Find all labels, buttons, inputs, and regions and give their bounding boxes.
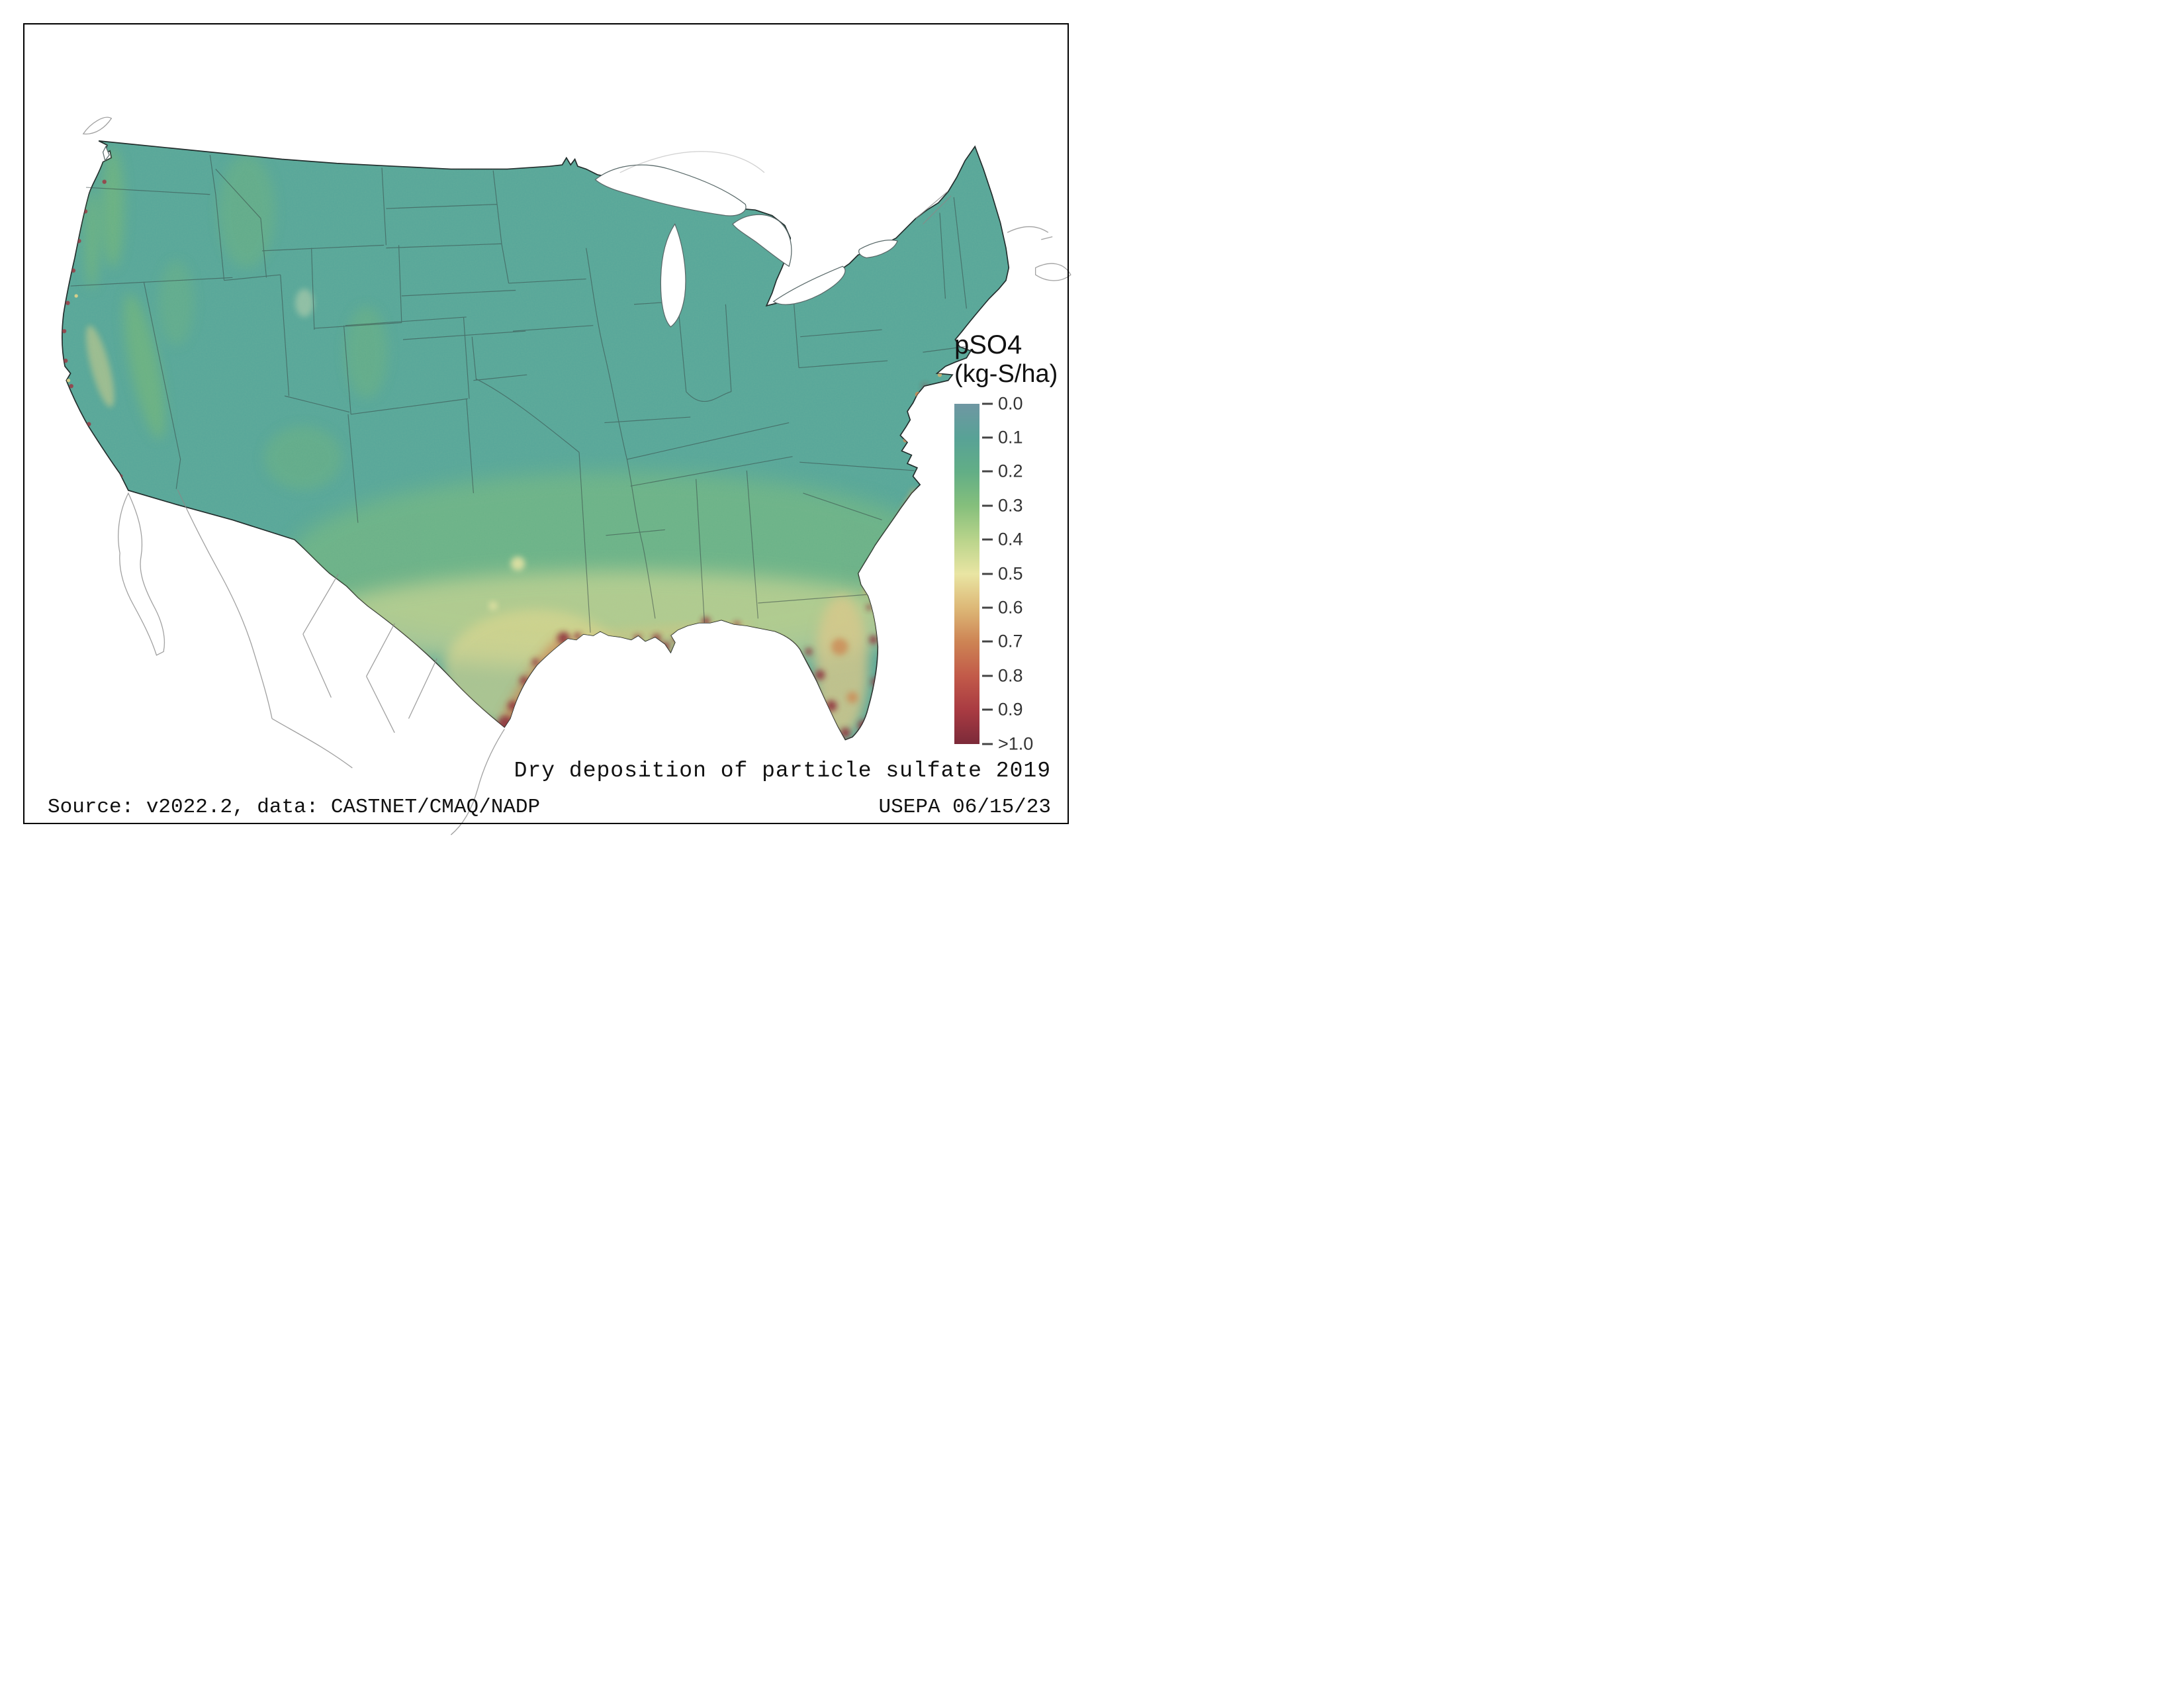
lake-michigan <box>660 223 686 328</box>
legend-units: (kg-S/ha) <box>954 360 1058 388</box>
tick-label: 0.7 <box>998 631 1023 651</box>
mexico-state-lines <box>271 574 437 769</box>
tick-dash <box>982 504 993 507</box>
st-lawrence-river <box>915 191 952 224</box>
legend-tick: 0.3 <box>982 495 1023 516</box>
tick-label: 0.5 <box>998 563 1023 584</box>
tick-dash <box>982 606 993 609</box>
tick-label: 0.6 <box>998 597 1023 618</box>
legend: pSO4 (kg-S/ha) 0.0 0.1 0.2 0.3 0.4 0.5 0… <box>954 330 1058 753</box>
legend-tick: 0.2 <box>982 461 1023 482</box>
deposition-overlays <box>62 140 1009 740</box>
maritimes-outline <box>1007 226 1071 281</box>
puget-sound <box>102 145 110 162</box>
tick-dash <box>982 470 993 473</box>
tick-label: >1.0 <box>998 733 1034 754</box>
tick-dash <box>982 708 993 711</box>
mexico-mainland-coast <box>177 489 273 719</box>
lake-ontario <box>858 240 898 259</box>
legend-tick: 0.8 <box>982 665 1023 686</box>
tick-label: 0.0 <box>998 393 1023 414</box>
tick-label: 0.9 <box>998 699 1023 720</box>
credit-line: USEPA 06/15/23 <box>878 796 1051 819</box>
tick-dash <box>982 640 993 643</box>
tick-dash <box>982 402 993 405</box>
tick-dash <box>982 743 993 745</box>
tick-label: 0.8 <box>998 665 1023 686</box>
tick-label: 0.2 <box>998 461 1023 481</box>
legend-tick: >1.0 <box>982 733 1033 754</box>
tick-dash <box>982 538 993 541</box>
lake-superior <box>594 164 747 216</box>
legend-tick: 0.0 <box>982 393 1023 414</box>
legend-title: pSO4 <box>954 330 1023 359</box>
great-lakes <box>102 145 898 328</box>
us-deposition-map <box>61 117 1071 835</box>
mexico-gulf-coast <box>450 729 505 835</box>
legend-tick: 0.5 <box>982 563 1023 584</box>
tick-label: 0.4 <box>998 529 1023 549</box>
tick-dash <box>982 436 993 439</box>
vancouver-island-outline <box>82 117 113 134</box>
figure-page: pSO4 (kg-S/ha) 0.0 0.1 0.2 0.3 0.4 0.5 0… <box>0 0 1092 844</box>
canada-shield-line <box>619 151 765 173</box>
legend-colorbar <box>954 403 979 744</box>
lake-huron <box>732 214 792 267</box>
tick-dash <box>982 675 993 677</box>
legend-tick: 0.6 <box>982 598 1023 618</box>
figure-title: Dry deposition of particle sulfate 2019 <box>514 759 1051 783</box>
tick-label: 0.3 <box>998 495 1023 516</box>
state-borders <box>70 155 967 633</box>
tick-label: 0.1 <box>998 427 1023 447</box>
tick-dash <box>982 573 993 575</box>
map-area <box>0 0 1092 844</box>
source-line: Source: v2022.2, data: CASTNET/CMAQ/NADP <box>48 796 541 819</box>
legend-tick: 0.4 <box>982 530 1023 550</box>
legend-tick: 0.9 <box>982 700 1023 720</box>
baja-california-outline <box>118 492 165 656</box>
lake-erie <box>772 265 846 305</box>
legend-tick: 0.1 <box>982 428 1023 448</box>
legend-tick: 0.7 <box>982 632 1023 652</box>
